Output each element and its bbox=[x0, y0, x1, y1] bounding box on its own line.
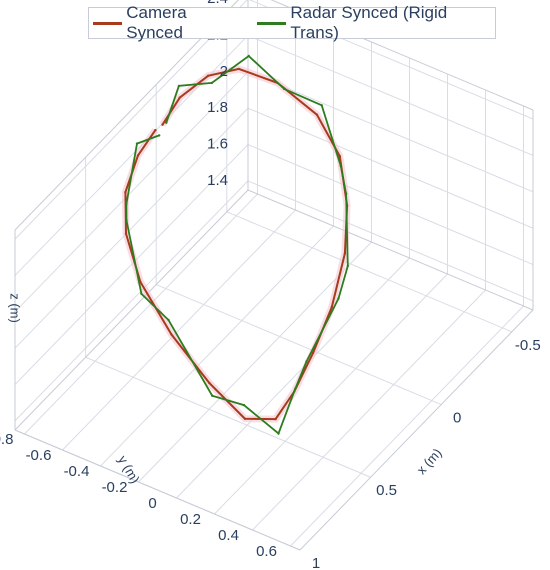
legend-label-series-1: Radar Synced (Rigid Trans) bbox=[290, 3, 448, 42]
side-wall-gridline-z bbox=[14, 0, 248, 240]
floor-gridline-y bbox=[100, 225, 334, 467]
series-0-point-2 bbox=[206, 74, 210, 78]
series-1-point-20 bbox=[158, 134, 161, 137]
axis-box-edge bbox=[299, 309, 534, 551]
series-0-point-0 bbox=[161, 123, 164, 126]
x-tick-label: 0 bbox=[453, 410, 461, 427]
series-0-point-6 bbox=[338, 155, 341, 158]
series-glow-0 bbox=[121, 65, 351, 423]
chart-series-layer bbox=[121, 54, 351, 435]
legend-item-series-0[interactable]: Camera Synced bbox=[93, 3, 245, 43]
chart-legend[interactable]: Camera Synced Radar Synced (Rigid Trans) bbox=[88, 3, 496, 42]
floor-gridline-y bbox=[214, 273, 448, 515]
series-1-point-5 bbox=[320, 104, 323, 107]
axis-box-edge bbox=[14, 189, 249, 431]
series-0-point-14 bbox=[208, 381, 211, 385]
series-1-point-9 bbox=[337, 297, 340, 300]
series-1-point-10 bbox=[305, 360, 308, 363]
legend-item-series-1[interactable]: Radar Synced (Rigid Trans) bbox=[257, 3, 495, 43]
y-tick-label: -0.6 bbox=[26, 447, 52, 464]
back-wall-gridline-z bbox=[247, 180, 534, 302]
series-0-point-10 bbox=[311, 351, 315, 355]
back-wall-gridline-z bbox=[247, 71, 534, 193]
series-0-point-9 bbox=[330, 305, 333, 309]
y-tick-label: 0.4 bbox=[218, 527, 239, 544]
back-wall-gridline-z bbox=[247, 144, 534, 266]
series-1-point-0 bbox=[165, 121, 168, 124]
back-wall-gridline-z bbox=[247, 34, 534, 156]
x-tick-label: 0.5 bbox=[376, 482, 397, 499]
y-tick-label: 0 bbox=[148, 495, 156, 512]
y-tick-label: 0.6 bbox=[256, 543, 277, 560]
series-1-point-18 bbox=[125, 202, 128, 206]
z-tick-label: 2.4 bbox=[207, 0, 228, 7]
z-tick-label: 1.8 bbox=[207, 99, 228, 116]
floor-gridline-y bbox=[252, 289, 486, 531]
series-1-point-19 bbox=[135, 142, 139, 145]
series-line-0 bbox=[124, 67, 349, 421]
series-1-point-1 bbox=[177, 84, 181, 88]
floor-gridline-y bbox=[176, 257, 410, 499]
series-0-point-15 bbox=[170, 333, 173, 336]
side-wall-gridline-z bbox=[14, 144, 249, 385]
series-0-point-18 bbox=[124, 191, 127, 194]
x-tick-label: -0.5 bbox=[515, 337, 541, 354]
series-0-point-5 bbox=[315, 113, 319, 116]
axis-box-edge bbox=[247, 189, 534, 311]
floor-gridline-y bbox=[290, 305, 524, 547]
side-wall-gridline-z bbox=[14, 180, 249, 422]
side-wall-gridline-z bbox=[14, 71, 249, 313]
series-0-point-1 bbox=[178, 96, 181, 99]
series-0-point-12 bbox=[274, 417, 277, 421]
z-tick-label: 2 bbox=[220, 63, 228, 80]
series-0-point-19 bbox=[136, 154, 140, 157]
y-tick-label: -0.2 bbox=[102, 479, 128, 496]
series-0-point-20 bbox=[154, 128, 157, 132]
series-1-point-7 bbox=[344, 192, 348, 195]
floor-gridline-x bbox=[226, 211, 513, 333]
y-tick-label: -0.4 bbox=[64, 463, 90, 480]
side-wall-gridline-z bbox=[14, 107, 249, 349]
y-tick-label: -0.8 bbox=[0, 431, 13, 448]
floor-gridline-y bbox=[62, 209, 296, 451]
series-1-point-11 bbox=[294, 387, 297, 390]
back-wall-gridline-z bbox=[247, 107, 534, 229]
y-tick-label: 0.2 bbox=[180, 511, 201, 528]
series-0-point-13 bbox=[243, 417, 247, 420]
x-tick-label: 1 bbox=[312, 555, 320, 570]
chart-axis-titles: x (m)y (m)z (m) bbox=[8, 293, 445, 486]
floor-gridline-y bbox=[24, 193, 258, 435]
z-tick-label: 1.4 bbox=[207, 172, 228, 189]
legend-label-series-0: Camera Synced bbox=[126, 3, 187, 42]
series-1-point-16 bbox=[140, 292, 143, 295]
series-1-point-3 bbox=[247, 54, 250, 58]
chart-grid bbox=[14, 0, 534, 551]
legend-swatch-series-1 bbox=[257, 21, 287, 25]
legend-swatch-series-0 bbox=[93, 21, 123, 25]
axis-box-edge bbox=[14, 429, 301, 551]
series-1-point-2 bbox=[210, 81, 214, 85]
series-1-point-17 bbox=[125, 219, 128, 222]
series-0-point-3 bbox=[237, 67, 240, 71]
floor-gridline-y bbox=[138, 241, 372, 483]
series-0-point-8 bbox=[343, 252, 347, 255]
z-tick-label: 1.6 bbox=[207, 136, 228, 153]
series-1-point-8 bbox=[346, 264, 349, 268]
series-1-point-4 bbox=[283, 87, 286, 91]
series-1-point-6 bbox=[339, 164, 342, 168]
z-axis-title: z (m) bbox=[8, 293, 23, 323]
series-1-point-14 bbox=[211, 394, 214, 397]
series-1-point-15 bbox=[167, 318, 170, 322]
series-1-point-13 bbox=[242, 403, 246, 407]
x-axis-title: x (m) bbox=[414, 445, 445, 477]
series-1-point-12 bbox=[277, 432, 280, 435]
series-0-point-17 bbox=[124, 232, 128, 235]
